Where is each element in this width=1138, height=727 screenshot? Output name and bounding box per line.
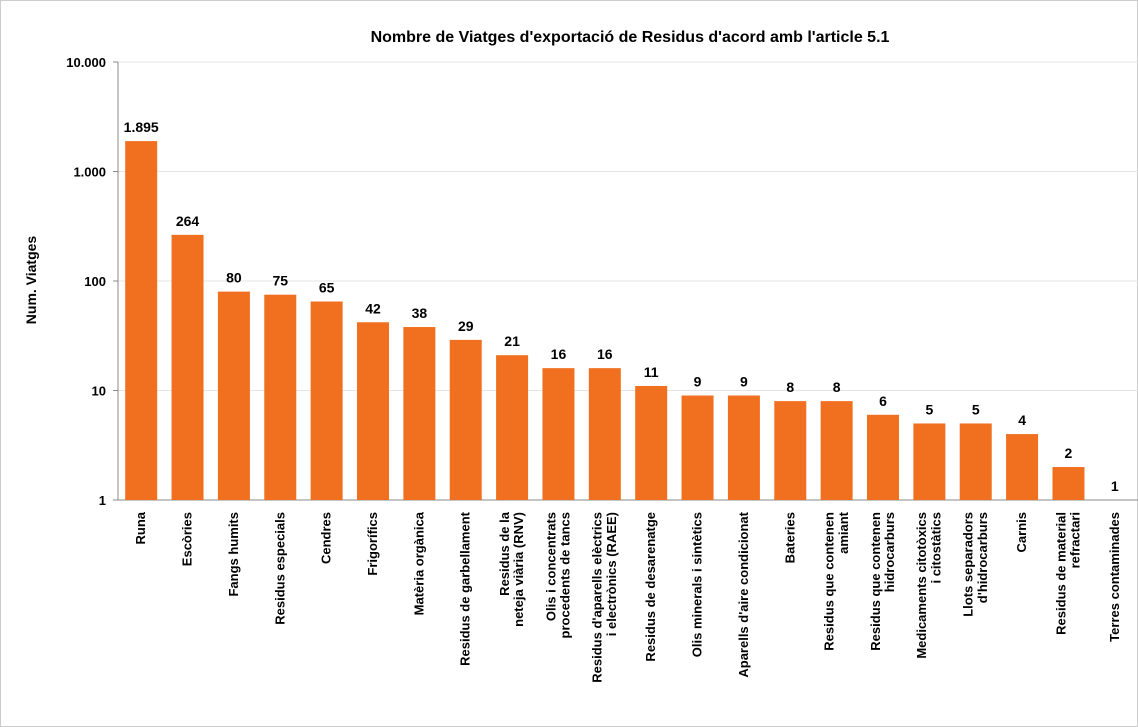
value-label: 16 — [597, 346, 613, 362]
value-label: 65 — [319, 279, 335, 295]
x-tick-label: Bateries — [782, 512, 797, 563]
bar — [774, 401, 807, 500]
bar — [913, 423, 946, 500]
x-tick-label: Escòries — [180, 512, 195, 566]
x-tick-label: Residus de materialrefractari — [1053, 512, 1082, 635]
bar — [959, 423, 992, 500]
x-tick-label: Terres contaminades — [1107, 512, 1122, 642]
value-label: 264 — [176, 213, 200, 229]
y-tick-label: 100 — [84, 274, 106, 289]
x-tick-label: Residus que contenenhidrocarburs — [868, 512, 897, 651]
value-label: 42 — [365, 300, 381, 316]
bar — [217, 291, 250, 500]
x-tick-label: Runa — [133, 511, 148, 544]
chart-title: Nombre de Viatges d'exportació de Residu… — [371, 29, 890, 46]
x-tick-label: Fangs humits — [226, 512, 241, 597]
x-tick-label: Frigorífics — [365, 512, 380, 576]
x-tick-label: Residus de laneteja viària (RNV) — [497, 511, 526, 627]
x-tick-label: Aparells d'aire condicionat — [736, 511, 751, 677]
value-label: 5 — [925, 401, 933, 417]
value-label: 38 — [412, 305, 428, 321]
value-label: 8 — [833, 379, 841, 395]
bar — [310, 301, 343, 500]
bar — [1052, 467, 1085, 500]
bar — [681, 395, 714, 500]
value-label: 29 — [458, 318, 474, 334]
value-label: 8 — [786, 379, 794, 395]
value-label: 75 — [272, 273, 288, 289]
bar — [1006, 434, 1039, 500]
x-tick-label: Residus de desarenatge — [643, 512, 658, 662]
bar — [264, 294, 297, 500]
bar — [727, 395, 760, 500]
bar — [635, 385, 668, 500]
y-tick-label: 10 — [92, 384, 106, 399]
x-tick-label: Residus especials — [272, 512, 287, 625]
bar — [125, 141, 158, 500]
x-tick-label: Residus que contenenamiant — [821, 511, 850, 650]
value-label: 80 — [226, 270, 242, 286]
value-label: 1.895 — [124, 119, 159, 135]
y-tick-label: 1.000 — [73, 165, 106, 180]
bar — [496, 355, 529, 500]
x-tick-label: Olis i concentratsprocedents de tancs — [543, 512, 572, 638]
x-tick-label: Olis minerals i sintètics — [690, 512, 705, 657]
bar — [588, 368, 621, 500]
x-tick-label: Cendres — [319, 512, 334, 564]
bar — [357, 322, 389, 500]
x-tick-label: Llots separadorsd'hidrocarburs — [961, 512, 990, 617]
bar — [867, 414, 899, 500]
value-label: 9 — [694, 374, 702, 390]
y-axis-label: Num. Viatges — [23, 236, 39, 325]
value-label: 5 — [972, 401, 980, 417]
x-tick-label: Residus d'aparells elèctricsi electrònic… — [590, 512, 619, 683]
y-tick-label: 10.000 — [66, 55, 106, 70]
x-tick-label: Residus de garbellament — [458, 511, 473, 666]
value-label: 16 — [551, 346, 567, 362]
value-label: 6 — [879, 393, 887, 409]
value-label: 2 — [1065, 445, 1073, 461]
bar — [449, 339, 482, 500]
bar — [171, 234, 204, 501]
y-tick-label: 1 — [99, 493, 106, 508]
x-tick-label: Matèria orgànica — [411, 511, 426, 615]
bar — [820, 401, 853, 500]
value-label: 1 — [1111, 478, 1119, 494]
bar — [542, 368, 575, 500]
value-label: 21 — [504, 333, 520, 349]
bar — [403, 327, 436, 500]
value-label: 11 — [644, 364, 659, 380]
value-label: 9 — [740, 374, 748, 390]
x-tick-label: Medicaments citotòxicsi citostàtics — [914, 512, 943, 659]
value-label: 4 — [1018, 412, 1026, 428]
x-tick-label: Carnis — [1014, 512, 1029, 552]
